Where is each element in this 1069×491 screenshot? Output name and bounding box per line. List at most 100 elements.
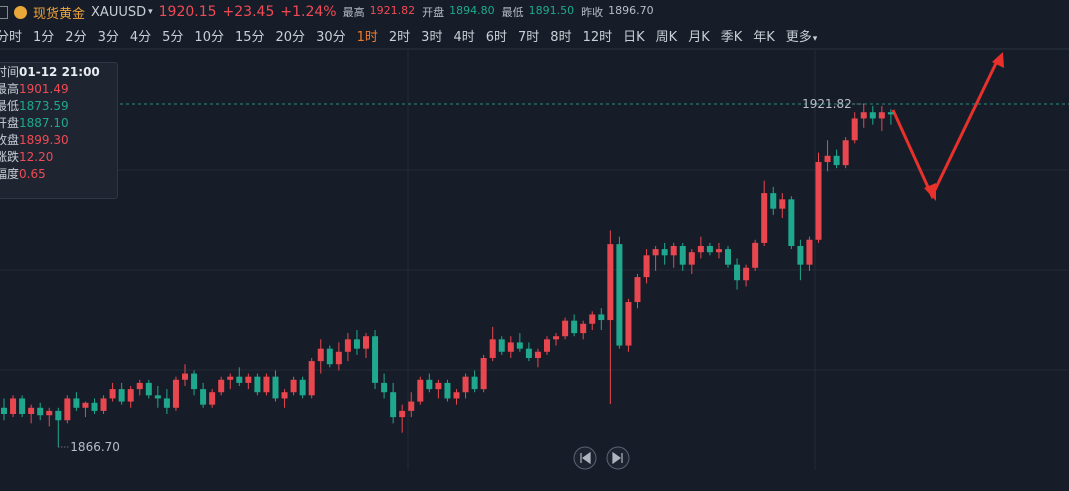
candle-body [109,389,116,399]
candle-body [725,249,731,265]
candle-body [399,410,406,418]
period-button[interactable]: 分时 [0,30,23,45]
period-button[interactable]: 4分 [129,30,152,45]
candle-body [770,193,777,209]
tooltip-value: 1887.10 [19,116,69,130]
symbol[interactable]: XAUUSD [91,4,147,20]
candle-body [652,249,659,256]
tooltip-label: 时间 [0,65,20,79]
period-button[interactable]: 4时 [453,30,475,45]
candle-body [498,339,505,352]
tooltip-value: 01-12 21:00 [19,65,100,79]
period-button[interactable]: 年K [753,30,775,45]
candle-body [191,373,198,390]
candle-body [218,379,225,393]
nav-buttons [573,446,630,470]
period-button[interactable]: 10分 [194,30,224,45]
period-button[interactable]: 15分 [234,30,265,45]
stat-value: 1894.80 [449,4,495,17]
candle-body [254,376,261,393]
candle-body [752,242,759,268]
period-button[interactable]: 7时 [518,30,540,45]
period-button[interactable]: 5分 [162,30,184,45]
period-button[interactable]: 3时 [421,30,443,45]
period-button[interactable]: 月K [688,30,710,45]
candle-body [182,373,188,380]
candle-body [815,162,822,240]
candle-body [408,401,415,411]
dropdown: ▾ [812,34,818,44]
tooltip-value: 1901.49 [19,82,69,96]
period-button[interactable]: 周K [655,30,678,45]
period-button[interactable]: 6时 [485,30,508,45]
period-button[interactable]: 12时 [582,30,613,45]
tooltip-label: 幅度 [0,167,20,181]
candle-body [46,410,53,416]
period-button[interactable]: 季K [720,30,743,45]
stat-label: 昨收 [581,6,604,19]
candle-body [887,112,894,115]
candle-body [788,199,795,246]
candle-body [734,264,741,281]
period-button[interactable]: 1分 [33,30,55,45]
candle-body [281,392,288,399]
candle-body [507,342,514,352]
candle-body [19,398,26,414]
candle-body [363,336,369,349]
period-button[interactable]: 更多▾ [785,30,818,45]
tooltip-value: 0.65 [19,167,46,181]
candle-body [534,351,541,358]
candle-body [299,379,306,396]
grid [0,50,1069,470]
candle-body [697,246,704,253]
candle-body [10,398,17,414]
stat-value: 1921.82 [369,4,416,17]
period-button[interactable]: 1时 [356,30,378,45]
candle-body [743,267,750,281]
tooltip-row: 开盘1887.10 [0,114,117,131]
period-button[interactable]: 30分 [316,30,346,45]
candle-body [833,155,840,166]
period-button[interactable]: 20分 [275,30,306,45]
candle-body [761,193,768,243]
candle-body [824,155,831,162]
candle-body [426,379,433,390]
period-button[interactable]: 3分 [97,30,119,45]
candle-body [860,112,867,119]
stat-label: 最高 [342,6,365,19]
candle-body [127,389,134,402]
candle-body [417,379,424,402]
extreme-label: 1866.70 [70,440,120,454]
tooltip-label: 最低 [0,99,20,113]
stat-value: 1891.50 [528,4,575,17]
candle-body [489,339,496,358]
tooltip-label: 收盘 [0,133,20,147]
instrument-name: 现货黄金 [33,6,86,22]
period-toolbar: 分时 1分 2分 3分 4分 5分 10分 15分 20分 30分 1时 2时 3时 4时 6时 7时 8时 12… [0,26,818,45]
annotation-arrow [891,52,1004,201]
candle-body [91,402,98,411]
period-button[interactable]: 2分 [65,30,87,45]
candle-body [372,336,379,383]
candle-body [64,398,71,421]
period-button[interactable]: 8时 [550,30,572,45]
candle-body [661,249,668,256]
period-button[interactable]: 2时 [388,30,411,45]
candle-body [571,320,578,334]
stat-value: 1896.70 [608,4,654,17]
period-button[interactable]: 日K [623,30,645,45]
candle-body [272,376,279,399]
candle-body [562,320,569,337]
candle-body [344,339,351,352]
candle-body [462,376,469,393]
candle-body [37,407,44,416]
candle-body [172,379,179,408]
candle-body [236,376,243,383]
candle-body [480,358,487,390]
candle-body [806,239,813,265]
candle-body [82,402,89,408]
candle-body [335,351,342,365]
change: +23.45 [222,4,275,20]
candle-body [589,314,596,324]
